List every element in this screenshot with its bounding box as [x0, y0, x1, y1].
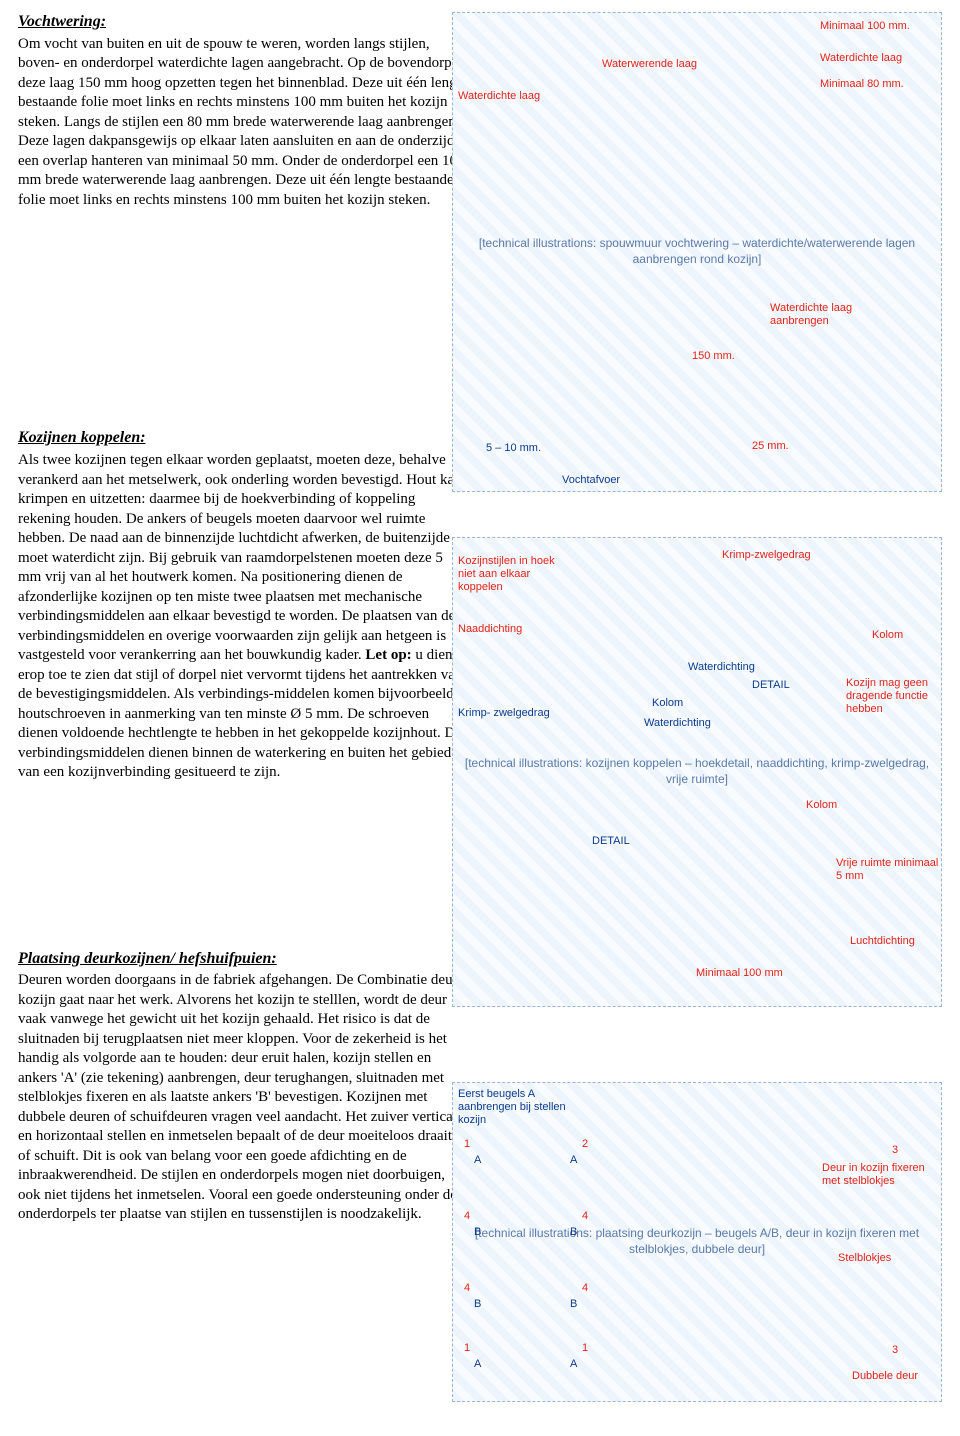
- illustration-vochtwering: [technical illustrations: spouwmuur voch…: [452, 12, 942, 492]
- section-body: Om vocht van buiten en uit de spouw te w…: [18, 35, 468, 211]
- illustration-plaatsing-deurkozijnen: [technical illustrations: plaatsing deur…: [452, 1082, 942, 1402]
- illustration-kozijnen-koppelen: [technical illustrations: kozijnen koppe…: [452, 537, 942, 1007]
- section-body: Als twee kozijnen tegen elkaar worden ge…: [18, 451, 468, 783]
- let-op-label: Let op:: [365, 647, 411, 663]
- illustration-placeholder: [technical illustrations: spouwmuur voch…: [452, 12, 942, 492]
- document-page: [technical illustrations: spouwmuur voch…: [18, 12, 942, 1272]
- illustration-placeholder: [technical illustrations: kozijnen koppe…: [452, 537, 942, 1007]
- body-text-part: Als twee kozijnen tegen elkaar worden ge…: [18, 452, 462, 663]
- illustration-placeholder: [technical illustrations: plaatsing deur…: [452, 1082, 942, 1402]
- section-body: Deuren worden doorgaans in de fabriek af…: [18, 971, 468, 1225]
- body-text-part: u dient erop toe te zien dat stijl of do…: [18, 647, 462, 780]
